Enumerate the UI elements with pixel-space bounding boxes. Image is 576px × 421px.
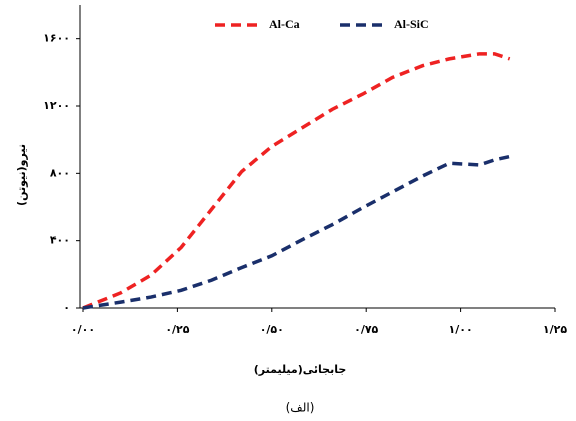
x-tick-label: ۰/۷۵ [354,323,378,336]
y-tick-label: ۰ [63,301,70,314]
x-tick-label: ۰/۵۰ [260,323,284,336]
y-tick-label: ۱۲۰۰ [43,99,70,112]
y-tick-label: ۱۶۰۰ [43,32,70,45]
series-line [82,154,511,310]
legend-label: Al-SiC [394,17,429,31]
x-axis-label: جابجائی(میلیمتر) [254,363,347,376]
x-tick-label: ۰/۲۵ [165,323,189,336]
y-tick-label: ۴۰۰ [50,234,70,247]
x-tick-label: ۰/۰۰ [71,323,95,336]
x-tick-label: ۱/۲۵ [543,323,567,336]
series-line [82,52,511,310]
y-axis-label: نیرو(نیوتن) [15,144,28,206]
caption: (الف) [286,401,315,415]
y-tick-label: ۸۰۰ [50,166,70,179]
legend-label: Al-Ca [269,17,300,31]
x-tick-label: ۱/۰۰ [449,323,473,336]
